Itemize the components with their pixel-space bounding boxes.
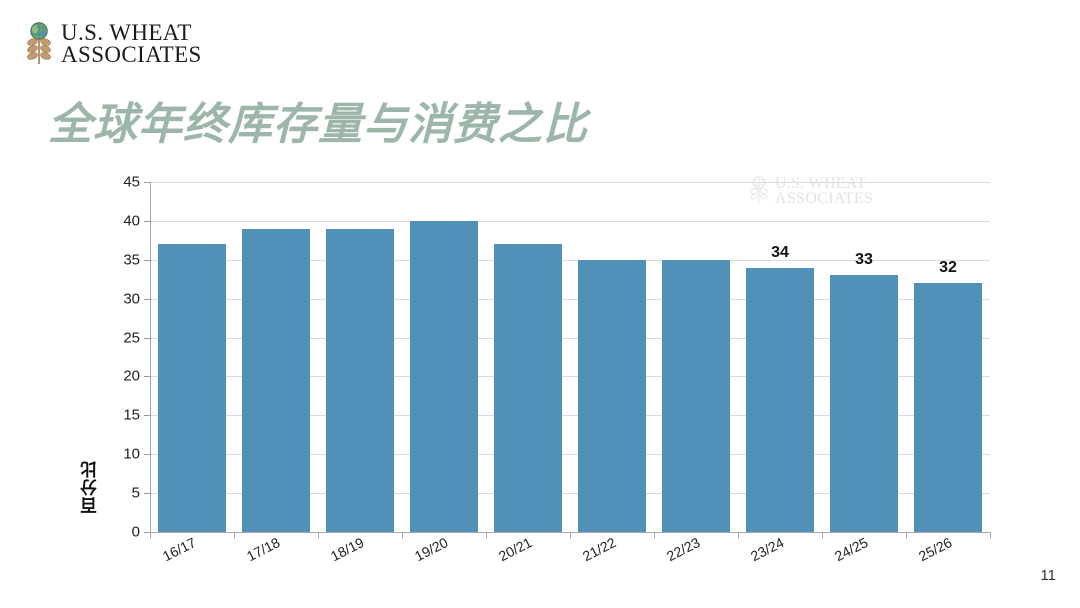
bar[interactable]: [830, 275, 898, 532]
bar[interactable]: [158, 244, 226, 532]
y-axis-tick-mark: [144, 493, 150, 494]
y-axis-tick-label: 35: [123, 251, 140, 269]
y-axis-tick-mark: [144, 182, 150, 183]
y-axis-tick-label: 45: [123, 173, 140, 191]
bar-value-label: 34: [771, 244, 789, 261]
y-axis-tick-label: 0: [131, 523, 140, 541]
gridline: [150, 415, 990, 416]
y-axis-tick-label: 30: [123, 290, 140, 308]
gridline: [150, 338, 990, 339]
y-axis-tick-mark: [144, 415, 150, 416]
page-number: 11: [1040, 567, 1056, 584]
y-axis-tick-mark: [144, 338, 150, 339]
x-axis-tick-mark: [318, 532, 319, 538]
bar[interactable]: [242, 229, 310, 532]
gridline: [150, 260, 990, 261]
bar[interactable]: [746, 268, 814, 532]
x-axis-tick-mark: [234, 532, 235, 538]
bar[interactable]: [494, 244, 562, 532]
y-axis-tick-mark: [144, 376, 150, 377]
x-axis-tick-mark: [822, 532, 823, 538]
y-axis-tick-label: 5: [131, 484, 140, 502]
y-axis-tick-mark: [144, 454, 150, 455]
bar[interactable]: [326, 229, 394, 532]
brand-line-2: ASSOCIATES: [61, 42, 202, 67]
x-axis-tick-mark: [486, 532, 487, 538]
y-axis-tick-mark: [144, 532, 150, 533]
x-axis-tick-mark: [906, 532, 907, 538]
y-axis-line: [150, 182, 151, 533]
x-axis-tick-mark: [402, 532, 403, 538]
gridline: [150, 182, 990, 183]
y-axis-tick-label: 15: [123, 406, 140, 424]
bar-value-label: 32: [939, 259, 957, 276]
gridline: [150, 299, 990, 300]
y-axis-tick-label: 10: [123, 445, 140, 463]
y-axis-tick-mark: [144, 221, 150, 222]
bar[interactable]: [662, 260, 730, 532]
x-axis-tick-mark: [738, 532, 739, 538]
x-axis-tick-mark: [150, 532, 151, 538]
page-title: 全球年终库存量与消费之比: [48, 100, 588, 149]
y-axis-tick-mark: [144, 260, 150, 261]
bar[interactable]: [410, 221, 478, 532]
bar[interactable]: [914, 283, 982, 532]
x-axis-tick-mark: [990, 532, 991, 538]
bar[interactable]: [578, 260, 646, 532]
gridline: [150, 454, 990, 455]
gridline: [150, 376, 990, 377]
gridline: [150, 493, 990, 494]
y-axis-tick-label: 20: [123, 367, 140, 385]
y-axis-tick-label: 40: [123, 212, 140, 230]
wheat-globe-logo-icon: [27, 22, 51, 64]
brand-line-1: U.S. WHEAT: [61, 20, 192, 46]
x-axis-tick-mark: [654, 532, 655, 538]
gridline: [150, 221, 990, 222]
y-axis-tick-mark: [144, 299, 150, 300]
bar-value-label: 33: [855, 251, 873, 268]
brand-logo: U.S. WHEAT ASSOCIATES: [24, 22, 202, 66]
x-axis-tick-mark: [570, 532, 571, 538]
y-axis-tick-label: 25: [123, 329, 140, 347]
